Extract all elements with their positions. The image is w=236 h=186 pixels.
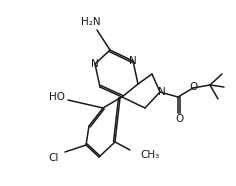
Text: Cl: Cl: [49, 153, 59, 163]
Text: CH₃: CH₃: [140, 150, 159, 160]
Text: O: O: [190, 82, 198, 92]
Text: N: N: [91, 59, 99, 69]
Text: HO: HO: [49, 92, 65, 102]
Text: H₂N: H₂N: [81, 17, 101, 27]
Text: N: N: [129, 56, 137, 66]
Text: N: N: [158, 87, 166, 97]
Text: O: O: [175, 114, 183, 124]
